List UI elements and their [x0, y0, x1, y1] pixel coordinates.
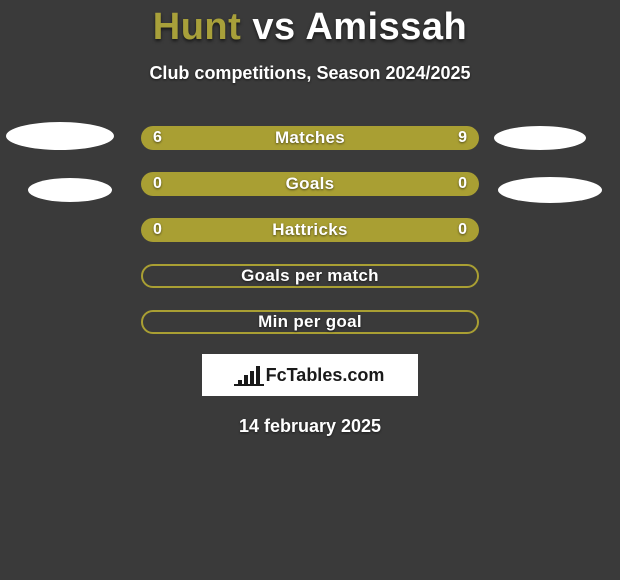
- stat-label: Goals per match: [241, 266, 379, 286]
- comparison-card: Hunt vs Amissah Club competitions, Seaso…: [0, 0, 620, 580]
- footer-logo-text: FcTables.com: [266, 365, 385, 386]
- stat-label: Goals: [286, 174, 335, 194]
- player2-name: Amissah: [305, 6, 467, 48]
- decorative-ellipse: [494, 126, 586, 150]
- stat-left-value: 0: [153, 175, 162, 193]
- decorative-ellipse: [6, 122, 114, 150]
- decorative-ellipse: [28, 178, 112, 202]
- stat-label: Matches: [275, 128, 345, 148]
- stat-left-value: 0: [153, 221, 162, 239]
- stat-bar: Min per goal: [141, 310, 479, 334]
- stat-bar: Goals per match: [141, 264, 479, 288]
- footer-logo: FcTables.com: [202, 354, 418, 396]
- stat-rows: 6 Matches 9 0 Goals 0 0 Hattricks 0 Goal…: [0, 126, 620, 334]
- decorative-ellipse: [498, 177, 602, 203]
- stat-right-value: 9: [458, 129, 467, 147]
- stat-row-goals-per-match: Goals per match: [0, 264, 620, 288]
- footer-date: 14 february 2025: [239, 416, 381, 437]
- stat-label: Min per goal: [258, 312, 362, 332]
- stat-label: Hattricks: [272, 220, 347, 240]
- vs-separator: vs: [252, 6, 295, 48]
- subtitle: Club competitions, Season 2024/2025: [149, 63, 470, 84]
- stat-right-value: 0: [458, 221, 467, 239]
- stat-row-min-per-goal: Min per goal: [0, 310, 620, 334]
- stat-row-hattricks: 0 Hattricks 0: [0, 218, 620, 242]
- stat-bar: 0 Goals 0: [141, 172, 479, 196]
- chart-icon: [236, 364, 262, 386]
- stat-right-value: 0: [458, 175, 467, 193]
- page-title: Hunt vs Amissah: [153, 6, 467, 49]
- stat-bar: 0 Hattricks 0: [141, 218, 479, 242]
- stat-bar: 6 Matches 9: [141, 126, 479, 150]
- player1-name: Hunt: [153, 6, 242, 48]
- stat-left-value: 6: [153, 129, 162, 147]
